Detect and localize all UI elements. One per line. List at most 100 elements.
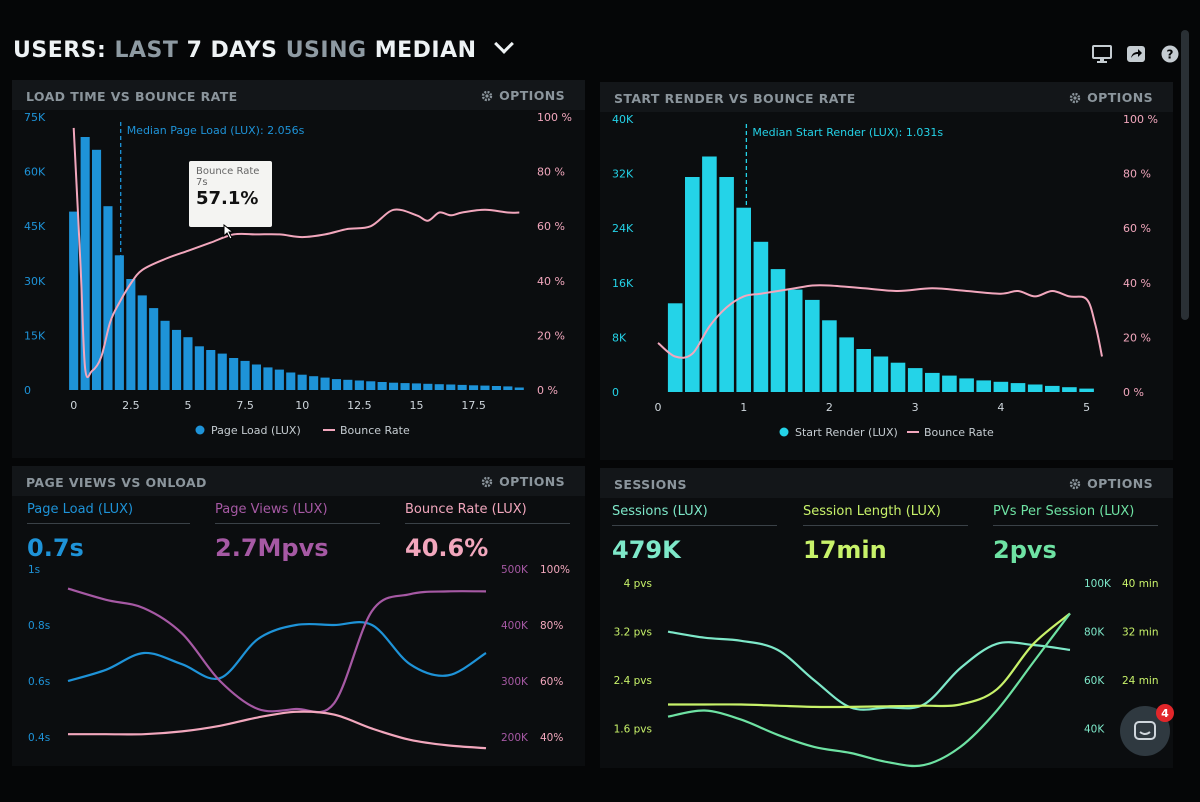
bar [354,380,364,390]
options-button[interactable]: OPTIONS [1069,476,1153,491]
metric-page-views[interactable]: Page Views (LUX) 2.7Mpvs [215,502,380,562]
x-tick-label: 5 [184,399,191,412]
series-line [667,612,1071,768]
bar [92,149,102,390]
title-using: USING [285,38,367,63]
load-time-panel: LOAD TIME VS BOUNCE RATE OPTIONS 0 15K 30K… [12,80,585,458]
y-tick-label-left: 3.2 pvs [614,627,652,639]
help-icon[interactable]: ? [1160,45,1180,63]
series-line [67,587,487,714]
x-tick-label: 15 [409,399,423,412]
sessions-panel: SESSIONS OPTIONS Sessions (LUX) 479K Ses… [600,468,1173,768]
bar [976,380,991,392]
y-tick-label-left: 40K [612,113,634,126]
tooltip-sub: 7s [196,177,208,188]
bar [856,349,871,392]
metric-pvs-per-session[interactable]: PVs Per Session (LUX) 2pvs [993,504,1158,564]
y-tick-label-mid: 300K [501,676,529,688]
bar [491,386,501,390]
gear-icon [1069,92,1081,103]
legend-swatch [195,425,205,435]
monitor-icon[interactable] [1092,45,1112,63]
bar [1045,385,1060,392]
x-tick-label: 12.5 [347,399,372,412]
y-tick-label-left: 60K [24,166,46,179]
bar [149,308,159,390]
y-tick-label-left: 0 [24,384,31,397]
bar [469,385,479,390]
x-tick-label: 1 [740,401,747,414]
bar [907,368,923,392]
series-line [667,612,1071,709]
legend-label: Bounce Rate [924,426,994,439]
page-title[interactable]: USERS: LAST 7 DAYS USING MEDIAN [13,34,514,63]
y-tick-label-left: 0.6s [28,676,50,688]
y-tick-label-mid: 40K [1084,724,1105,736]
chevron-down-icon[interactable] [493,34,514,54]
bar [685,177,700,392]
y-tick-label-mid: 80K [1084,627,1105,639]
y-tick-label-left: 75K [24,111,46,124]
x-tick-label: 5 [1083,401,1090,414]
y-tick-label-right: 0 % [537,384,558,397]
y-tick-label-right: 24 min [1122,675,1159,687]
bounce-rate-line [657,284,1103,359]
metric-bounce-rate[interactable]: Bounce Rate (LUX) 40.6% [405,502,570,562]
page-views-panel: PAGE VIEWS VS ONLOAD OPTIONS Page Load (… [12,466,585,766]
bar [446,384,456,390]
y-tick-label-mid: 100K [1084,578,1112,590]
y-tick-label-right: 20 % [537,329,565,342]
bar [503,386,513,390]
bar [377,382,387,390]
bar [331,379,341,390]
legend-label: Start Render (LUX) [795,426,898,439]
share-icon[interactable] [1126,45,1146,63]
gear-icon [1069,478,1081,489]
y-tick-label-right: 100 % [1123,113,1158,126]
title-median[interactable]: MEDIAN [374,38,477,63]
panel-title: LOAD TIME VS BOUNCE RATE [26,89,238,104]
tooltip-label: Bounce Rate [196,166,260,177]
bar [822,320,837,392]
metric-page-load[interactable]: Page Load (LUX) 0.7s [27,502,190,562]
bar [217,353,227,390]
bar [126,279,136,390]
y-tick-label-left: 30K [24,275,46,288]
bar [719,177,734,392]
bar [297,374,307,390]
options-button[interactable]: OPTIONS [1069,90,1153,105]
options-button[interactable]: OPTIONS [481,474,565,489]
bar [702,156,717,392]
bar [400,383,410,390]
legend-label: Page Load (LUX) [211,424,301,437]
x-tick-label: 2.5 [122,399,140,412]
options-label: OPTIONS [499,474,565,489]
scrollbar[interactable] [1181,30,1189,320]
bar [69,211,79,390]
title-range[interactable]: 7 DAYS [186,38,278,63]
svg-text:?: ? [1167,48,1174,62]
y-tick-label-left: 15K [24,329,46,342]
bar [274,369,284,390]
x-tick-label: 17.5 [461,399,486,412]
panel-title: SESSIONS [614,477,687,492]
bar [240,360,250,390]
metric-sessions[interactable]: Sessions (LUX) 479K [612,504,777,564]
options-button[interactable]: OPTIONS [481,88,565,103]
bar [480,385,490,390]
title-users: USERS: [13,38,107,63]
metric-label: Bounce Rate (LUX) [405,502,570,524]
series-line [667,630,1071,711]
metric-value: 479K [612,536,681,564]
start-render-panel: START RENDER VS BOUNCE RATE OPTIONS 0 8K 1… [600,82,1173,460]
bar [411,383,421,390]
y-tick-label-right: 60 % [537,220,565,233]
y-tick-label-right: 60 % [1123,222,1151,235]
y-tick-label-left: 2.4 pvs [614,675,652,687]
options-label: OPTIONS [499,88,565,103]
bar [423,383,433,390]
bar [160,320,170,390]
panel-title: PAGE VIEWS VS ONLOAD [26,475,207,490]
x-tick-label: 0 [70,399,77,412]
metric-session-length[interactable]: Session Length (LUX) 17min [803,504,968,564]
